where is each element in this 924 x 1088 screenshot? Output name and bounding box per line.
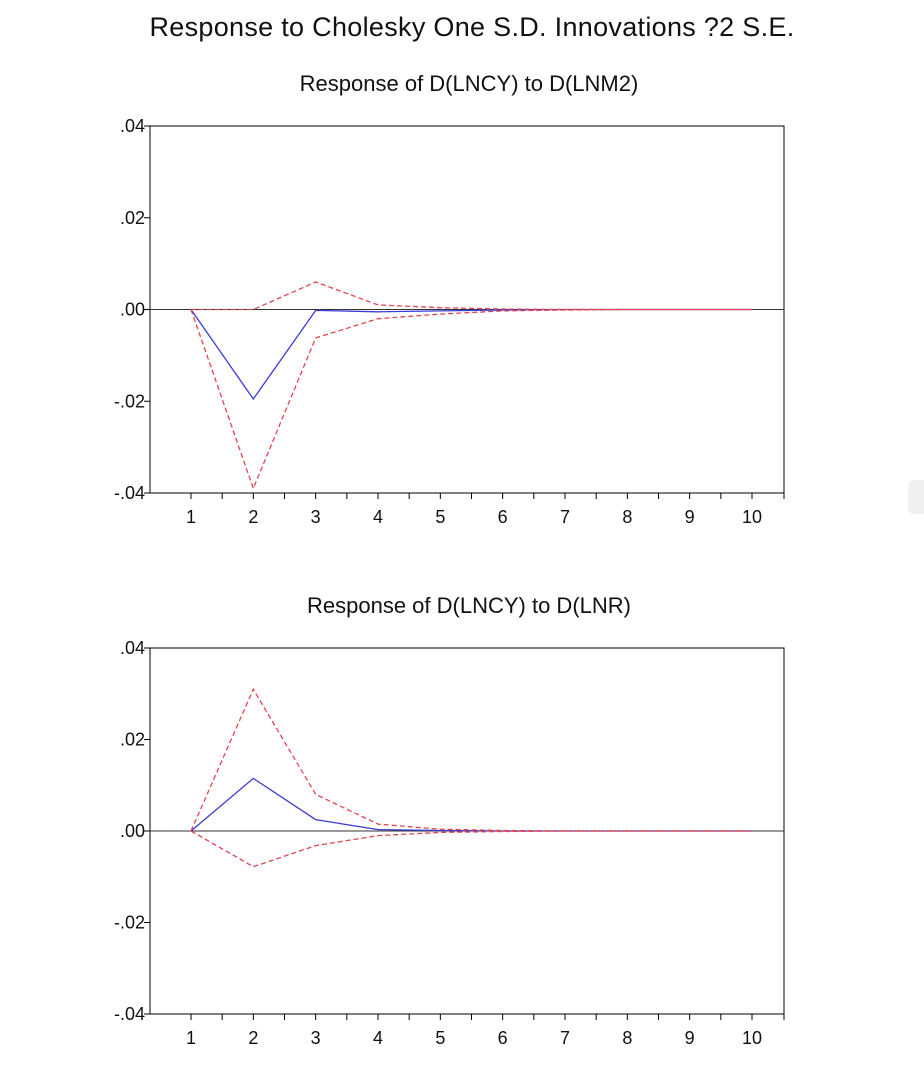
x-tick-label-lnr: 3	[311, 1028, 321, 1048]
y-tick-label-lnm2: -.02	[114, 391, 145, 411]
main-title: Response to Cholesky One S.D. Innovation…	[149, 12, 795, 42]
x-tick-label-lnm2: 3	[311, 507, 321, 527]
x-tick-label-lnm2: 2	[248, 507, 258, 527]
y-tick-label-lnr: .04	[120, 638, 145, 658]
y-tick-label-lnr: .00	[120, 821, 145, 841]
y-tick-label-lnr: -.04	[114, 1004, 145, 1024]
x-tick-label-lnm2: 8	[622, 507, 632, 527]
y-tick-label-lnm2: .02	[120, 208, 145, 228]
x-tick-label-lnr: 8	[622, 1028, 632, 1048]
panel-title-lnr: Response of D(LNCY) to D(LNR)	[307, 593, 631, 618]
y-tick-label-lnm2: .00	[120, 300, 145, 320]
y-tick-label-lnr: .02	[120, 730, 145, 750]
x-tick-label-lnr: 2	[248, 1028, 258, 1048]
x-tick-label-lnm2: 7	[560, 507, 570, 527]
x-tick-label-lnr: 5	[435, 1028, 445, 1048]
y-tick-label-lnr: -.02	[114, 913, 145, 933]
x-tick-label-lnm2: 5	[435, 507, 445, 527]
x-tick-label-lnr: 10	[742, 1028, 762, 1048]
scroll-handle[interactable]	[908, 480, 924, 514]
x-tick-label-lnr: 6	[498, 1028, 508, 1048]
y-tick-label-lnm2: -.04	[114, 483, 145, 503]
x-tick-label-lnr: 4	[373, 1028, 383, 1048]
x-tick-label-lnm2: 10	[742, 507, 762, 527]
chart-response-lnm2: Response of D(LNCY) to D(LNM2) .04 .02 .00 -…	[114, 71, 785, 527]
x-tick-label-lnm2: 1	[186, 507, 196, 527]
series-lower-lnr	[190, 830, 752, 868]
x-tick-label-lnm2: 4	[373, 507, 383, 527]
x-tick-label-lnm2: 9	[685, 507, 695, 527]
series-upper-lnm2	[191, 281, 752, 311]
x-tick-label-lnr: 9	[685, 1028, 695, 1048]
series-upper-lnr	[190, 687, 752, 832]
x-tick-label-lnr: 1	[186, 1028, 196, 1048]
y-tick-label-lnm2: .04	[120, 116, 145, 136]
x-tick-label-lnm2: 6	[498, 507, 508, 527]
x-tick-label-lnr: 7	[560, 1028, 570, 1048]
series-lower-lnm2	[190, 308, 752, 491]
series-response-lnr	[190, 777, 752, 832]
panel-title-lnm2: Response of D(LNCY) to D(LNM2)	[300, 71, 639, 96]
